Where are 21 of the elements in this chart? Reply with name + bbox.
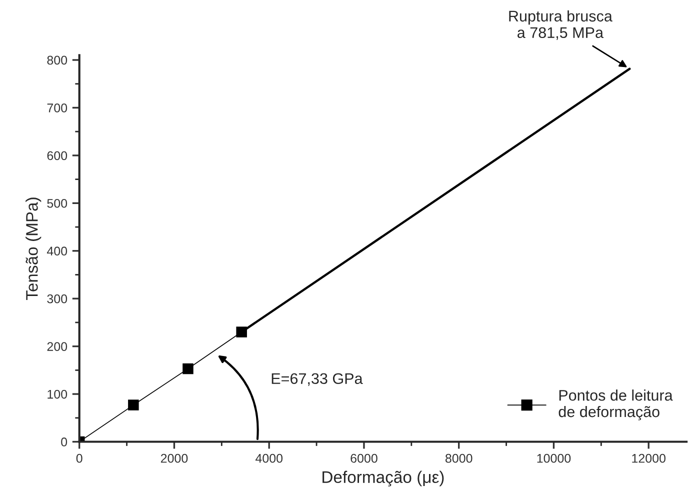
y-tick-label: 800 — [47, 56, 68, 65]
y-tick-label: 100 — [48, 390, 68, 399]
x-tick-label: 10000 — [537, 454, 571, 463]
y-axis-title: Tensão (MPa) — [26, 198, 42, 300]
x-tick-label: 8000 — [445, 454, 472, 463]
x-tick-label: 2000 — [160, 454, 188, 463]
annotation: Ruptura brusca a 781,5 MPa — [509, 10, 612, 40]
x-tick-label: 0 — [76, 454, 82, 463]
annotation: E=67,33 GPa — [272, 373, 363, 386]
y-tick-label: 700 — [47, 104, 68, 112]
y-tick-label: 300 — [47, 294, 68, 304]
y-tick-label: 500 — [47, 198, 68, 208]
x-tick-label: 4000 — [255, 454, 283, 463]
y-tick-label: 0 — [61, 438, 68, 446]
y-tick-label: 200 — [47, 342, 68, 351]
x-axis-title: Deformação (με) — [322, 470, 444, 486]
legend-label: Pontos de leitura de deformação — [558, 390, 673, 420]
y-tick-label: 600 — [47, 151, 68, 160]
x-tick-label: 6000 — [350, 454, 378, 463]
y-tick-label: 400 — [46, 246, 68, 256]
x-tick-label: 12000 — [632, 454, 666, 463]
